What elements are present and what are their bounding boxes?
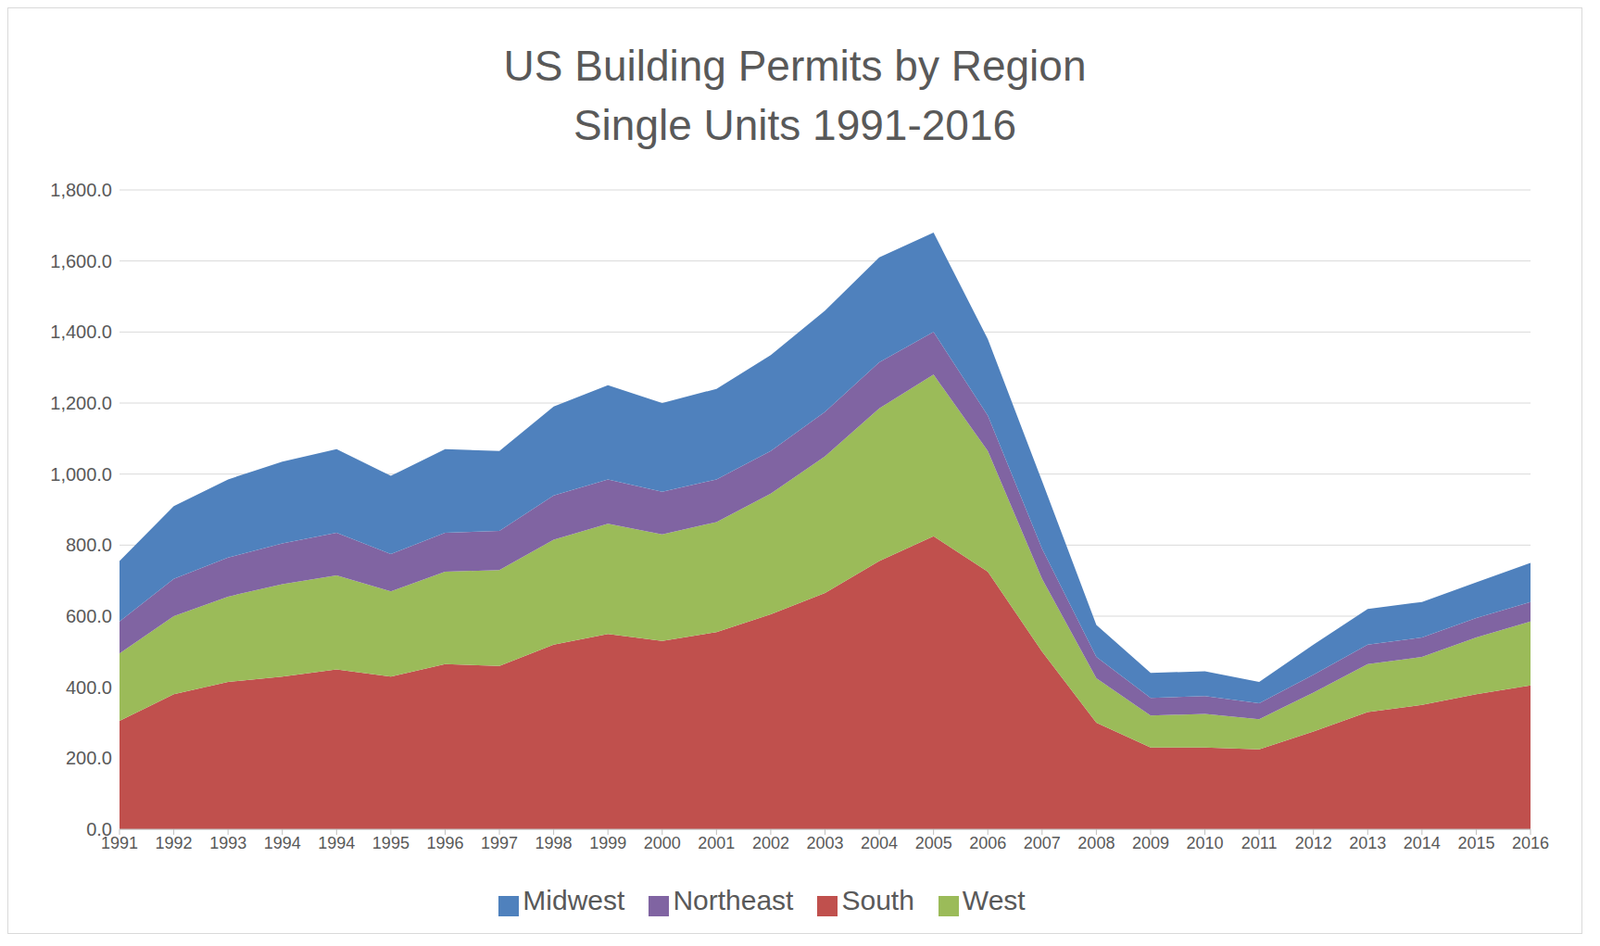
svg-text:1,600.0: 1,600.0 (50, 251, 113, 272)
svg-text:1,200.0: 1,200.0 (50, 392, 113, 414)
svg-text:2003: 2003 (806, 833, 844, 853)
svg-text:2010: 2010 (1186, 833, 1224, 853)
svg-text:1994: 1994 (317, 833, 355, 853)
svg-text:2014: 2014 (1403, 833, 1441, 853)
html-text:South: South (841, 884, 915, 916)
svg-text:1,400.0: 1,400.0 (50, 321, 113, 342)
svg-text:1999: 1999 (589, 833, 627, 853)
svg-text:200.0: 200.0 (65, 747, 113, 769)
svg-text:600.0: 600.0 (65, 605, 113, 627)
svg-text:2011: 2011 (1241, 833, 1278, 853)
svg-text:2000: 2000 (643, 833, 681, 853)
svg-text:1997: 1997 (480, 833, 518, 853)
html-text:West: West (962, 884, 1026, 916)
svg-text:2005: 2005 (915, 833, 953, 853)
svg-text:400.0: 400.0 (65, 677, 113, 698)
svg-text:2001: 2001 (697, 833, 735, 853)
svg-text:2012: 2012 (1295, 833, 1333, 853)
html-text:US Building Permits by Region: US Building Permits by Region (503, 41, 1087, 90)
svg-text:800.0: 800.0 (65, 534, 113, 555)
html-text:Northeast: Northeast (672, 884, 794, 916)
svg-text:1996: 1996 (426, 833, 464, 853)
svg-text:2013: 2013 (1348, 833, 1386, 853)
svg-text:1992: 1992 (155, 833, 193, 853)
svg-text:2004: 2004 (860, 833, 898, 853)
svg-text:1991: 1991 (100, 833, 139, 853)
svg-text:1998: 1998 (535, 833, 573, 853)
svg-text:2007: 2007 (1023, 833, 1061, 853)
svg-text:2002: 2002 (752, 833, 790, 853)
svg-text:2015: 2015 (1457, 833, 1495, 853)
svg-text:1993: 1993 (209, 833, 247, 853)
svg-text:0.0: 0.0 (86, 818, 113, 840)
html-text:Midwest: Midwest (522, 884, 625, 916)
svg-text:2016: 2016 (1511, 833, 1550, 853)
html-text:Single Units 1991-2016: Single Units 1991-2016 (573, 100, 1017, 150)
svg-text:2009: 2009 (1132, 833, 1170, 853)
svg-text:1,800.0: 1,800.0 (50, 179, 113, 201)
svg-text:1994: 1994 (264, 833, 302, 853)
svg-text:2006: 2006 (969, 833, 1007, 853)
svg-text:1,000.0: 1,000.0 (50, 464, 113, 485)
svg-text:2008: 2008 (1077, 833, 1115, 853)
svg-text:1995: 1995 (372, 833, 410, 853)
